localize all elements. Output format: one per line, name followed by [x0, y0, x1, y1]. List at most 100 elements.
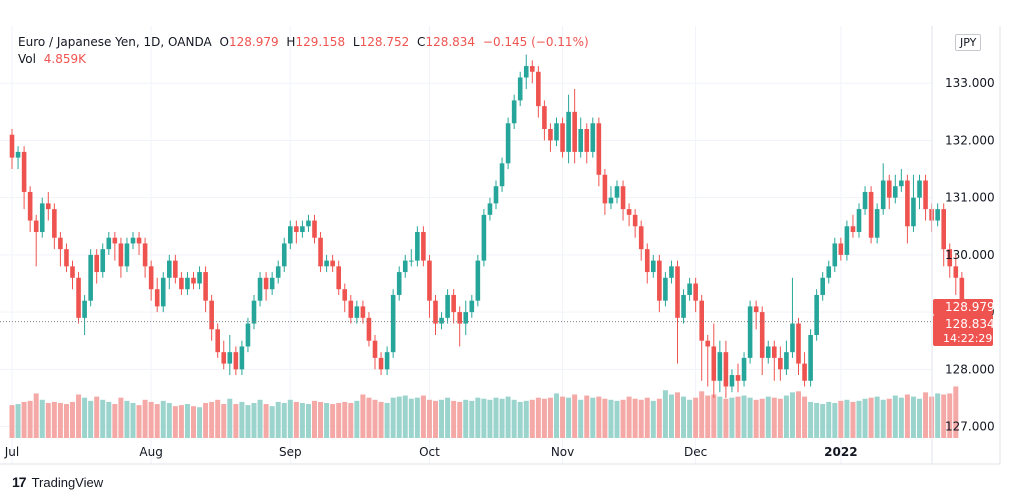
volume-bar: [584, 395, 590, 438]
volume-bar: [796, 391, 801, 438]
tradingview-logo-icon[interactable]: 17: [12, 474, 27, 490]
candle-body: [173, 260, 178, 278]
volume-bar: [759, 398, 765, 438]
volume-bar: [82, 397, 88, 438]
candle-body: [46, 203, 51, 210]
candle-body: [542, 106, 547, 129]
bar-countdown: 14:22:29: [943, 332, 992, 345]
candle-body: [21, 151, 27, 192]
volume-bar: [439, 399, 445, 438]
open-price-tag: 128.979: [933, 299, 995, 315]
candle-body: [784, 352, 789, 370]
close-price-tag: 128.834 14:22:29: [933, 315, 995, 346]
candle-body: [657, 260, 662, 301]
candle-body: [772, 346, 777, 358]
candle-body: [94, 254, 99, 273]
close-value: C128.834: [417, 35, 476, 49]
price-tick-label: 133.000: [945, 76, 995, 90]
candle-body: [536, 71, 541, 107]
volume-bar: [330, 404, 336, 438]
candle-body: [288, 226, 293, 244]
volume-bar: [305, 404, 311, 438]
candle-body: [227, 352, 233, 364]
candle-body: [669, 266, 674, 278]
volume-bar: [886, 398, 892, 438]
volume-bar: [681, 396, 687, 438]
volume-bar: [15, 404, 21, 438]
symbol-title[interactable]: Euro / Japanese Yen, 1D, OANDA: [18, 35, 212, 49]
price-tick-label: 132.000: [945, 133, 995, 147]
candle-body: [27, 191, 33, 221]
volume-bar: [953, 386, 959, 438]
close-price-tag-label: 128.834: [945, 317, 995, 331]
candle-body: [118, 243, 124, 267]
volume-bar: [172, 406, 178, 438]
volume-bar: [366, 397, 372, 438]
volume-label: Vol: [18, 52, 36, 66]
volume-bar: [856, 400, 862, 438]
candle-body: [245, 323, 251, 347]
candle-body: [493, 186, 499, 204]
volume-bar: [233, 404, 239, 438]
candle-body: [632, 214, 638, 227]
time-axis[interactable]: Jul Aug Sep Oct Nov Dec 2022: [4, 445, 858, 459]
open-price-tag-label: 128.979: [945, 300, 995, 314]
high-value: H129.158: [286, 35, 346, 49]
volume-bar: [771, 397, 777, 438]
time-tick-label: Nov: [551, 445, 574, 459]
time-tick-label: Oct: [419, 445, 440, 459]
price-tick-label: 128.000: [945, 362, 995, 376]
candle-body: [106, 237, 112, 250]
tradingview-brand[interactable]: TradingView: [31, 474, 104, 490]
volume-bar: [148, 401, 154, 438]
candle-body: [862, 191, 868, 210]
volume-bar: [874, 396, 880, 438]
volume-bar: [433, 400, 438, 438]
candle-body: [191, 277, 196, 284]
chart-legend: Euro / Japanese Yen, 1D, OANDA O128.979 …: [18, 34, 593, 68]
volume-bar: [130, 402, 136, 438]
candle-body: [396, 272, 402, 295]
candle-body: [39, 203, 45, 232]
volume-bar: [451, 400, 457, 438]
volume-bar: [336, 402, 342, 438]
volume-bar: [789, 392, 795, 438]
volume-bar: [826, 401, 832, 438]
candle-body: [372, 340, 378, 358]
volume-bar: [644, 397, 650, 438]
candle-body: [517, 77, 523, 101]
price-axis[interactable]: 127.000128.000129.000130.000131.000132.0…: [945, 76, 995, 433]
candle-body: [9, 134, 15, 158]
volume-bar: [783, 395, 789, 438]
volume-bar: [723, 398, 729, 438]
candle-body: [602, 174, 608, 204]
volume-bar: [275, 401, 281, 438]
candle-body: [457, 312, 462, 324]
volume-bar: [475, 397, 481, 438]
candle-body: [433, 300, 438, 324]
candle-body: [796, 323, 801, 364]
candle-body: [251, 300, 257, 324]
candle-body: [644, 249, 650, 273]
volume-bar: [656, 398, 662, 438]
candle-body: [911, 197, 916, 227]
volume-bar: [51, 401, 57, 438]
volume-bar: [215, 399, 221, 438]
candle-body: [64, 249, 69, 267]
volume-bar: [209, 401, 215, 438]
currency-badge[interactable]: JPY: [955, 34, 982, 51]
candle-body: [566, 111, 571, 152]
volume-bar: [910, 396, 916, 438]
candle-body: [893, 186, 898, 198]
candle-body: [481, 214, 487, 261]
candle-body: [402, 260, 408, 273]
volume-bar: [263, 404, 269, 438]
volume-bar: [27, 400, 33, 438]
volume-bar: [892, 395, 898, 438]
candle-body: [475, 260, 481, 301]
candle-body: [52, 209, 57, 238]
volume-bar: [33, 393, 39, 438]
volume-bar: [917, 398, 922, 438]
volume-bar: [118, 397, 124, 438]
